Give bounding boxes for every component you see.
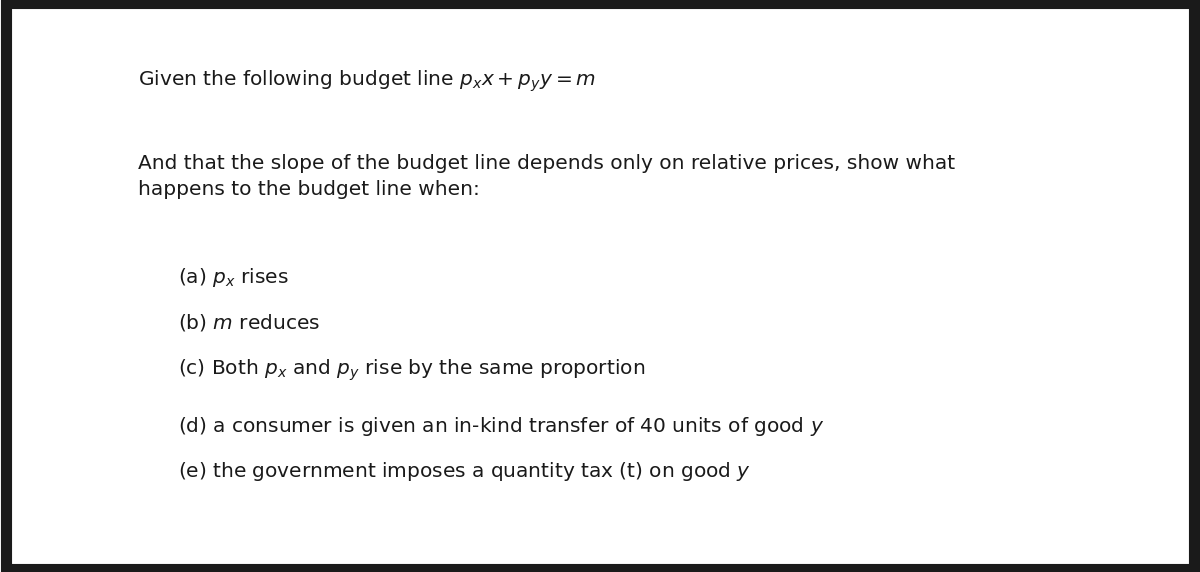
Text: (c) Both $p_x$ and $p_y$ rise by the same proportion: (c) Both $p_x$ and $p_y$ rise by the sam… <box>178 358 644 383</box>
Text: (b) $m$ reduces: (b) $m$ reduces <box>178 312 319 333</box>
Text: (a) $p_x$ rises: (a) $p_x$ rises <box>178 266 288 289</box>
Text: (d) a consumer is given an in-kind transfer of 40 units of good $y$: (d) a consumer is given an in-kind trans… <box>178 415 824 438</box>
Text: And that the slope of the budget line depends only on relative prices, show what: And that the slope of the budget line de… <box>138 154 955 199</box>
Text: Given the following budget line $p_x x + p_y y = m$: Given the following budget line $p_x x +… <box>138 69 596 94</box>
Text: (e) the government imposes a quantity tax (t) on good $y$: (e) the government imposes a quantity ta… <box>178 460 751 483</box>
